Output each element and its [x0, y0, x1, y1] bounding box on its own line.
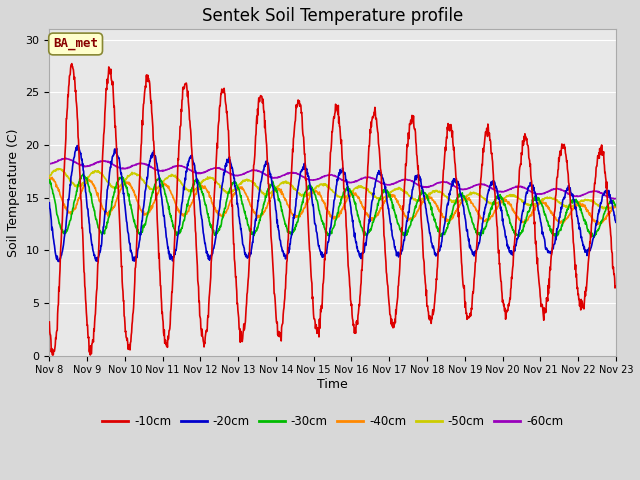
-30cm — [45, 177, 53, 183]
-40cm — [545, 204, 553, 210]
-60cm — [612, 196, 620, 202]
-40cm — [593, 222, 601, 228]
-50cm — [545, 195, 553, 201]
-30cm — [612, 203, 620, 208]
-30cm — [590, 234, 598, 240]
-20cm — [55, 259, 63, 264]
-10cm — [495, 261, 503, 267]
-40cm — [236, 185, 243, 191]
Line: -30cm: -30cm — [49, 174, 616, 237]
X-axis label: Time: Time — [317, 378, 348, 391]
-50cm — [236, 181, 243, 187]
-30cm — [236, 186, 243, 192]
-60cm — [611, 196, 618, 202]
-50cm — [55, 166, 63, 171]
-50cm — [421, 194, 429, 200]
-50cm — [612, 203, 620, 209]
Line: -40cm: -40cm — [49, 177, 616, 225]
-20cm — [74, 143, 81, 148]
-20cm — [159, 202, 166, 207]
-10cm — [422, 279, 429, 285]
Legend: -10cm, -20cm, -30cm, -40cm, -50cm, -60cm: -10cm, -20cm, -30cm, -40cm, -50cm, -60cm — [97, 410, 568, 433]
-10cm — [172, 204, 180, 209]
-50cm — [605, 206, 612, 212]
-10cm — [45, 319, 53, 325]
-60cm — [236, 172, 243, 178]
-40cm — [421, 196, 429, 202]
-40cm — [158, 183, 166, 189]
Text: BA_met: BA_met — [53, 37, 98, 50]
-20cm — [236, 217, 243, 223]
-30cm — [172, 228, 180, 234]
-20cm — [172, 248, 180, 253]
-50cm — [172, 175, 180, 180]
-20cm — [545, 250, 553, 256]
-30cm — [79, 171, 87, 177]
-60cm — [172, 164, 180, 169]
Y-axis label: Soil Temperature (C): Soil Temperature (C) — [7, 128, 20, 257]
-40cm — [172, 202, 180, 207]
Title: Sentek Soil Temperature profile: Sentek Soil Temperature profile — [202, 7, 463, 25]
-40cm — [495, 199, 503, 205]
-10cm — [612, 284, 620, 289]
-60cm — [495, 189, 503, 194]
-30cm — [545, 222, 553, 228]
-20cm — [422, 201, 429, 206]
-40cm — [612, 204, 620, 210]
-30cm — [495, 193, 503, 199]
-10cm — [545, 285, 553, 290]
-10cm — [86, 352, 94, 358]
-60cm — [45, 161, 53, 167]
-30cm — [158, 179, 166, 184]
Line: -60cm: -60cm — [49, 158, 616, 199]
-60cm — [62, 155, 70, 161]
-10cm — [159, 309, 166, 315]
Line: -50cm: -50cm — [49, 168, 616, 209]
-60cm — [545, 188, 553, 194]
Line: -10cm: -10cm — [49, 64, 616, 355]
-20cm — [495, 196, 503, 202]
-40cm — [45, 176, 53, 182]
-10cm — [236, 327, 243, 333]
-60cm — [421, 184, 429, 190]
Line: -20cm: -20cm — [49, 145, 616, 262]
-10cm — [68, 61, 76, 67]
-60cm — [158, 168, 166, 173]
-40cm — [48, 174, 56, 180]
-20cm — [612, 219, 620, 225]
-50cm — [45, 173, 53, 179]
-20cm — [45, 200, 53, 205]
-50cm — [495, 199, 503, 205]
-30cm — [421, 191, 429, 196]
-50cm — [158, 180, 166, 186]
